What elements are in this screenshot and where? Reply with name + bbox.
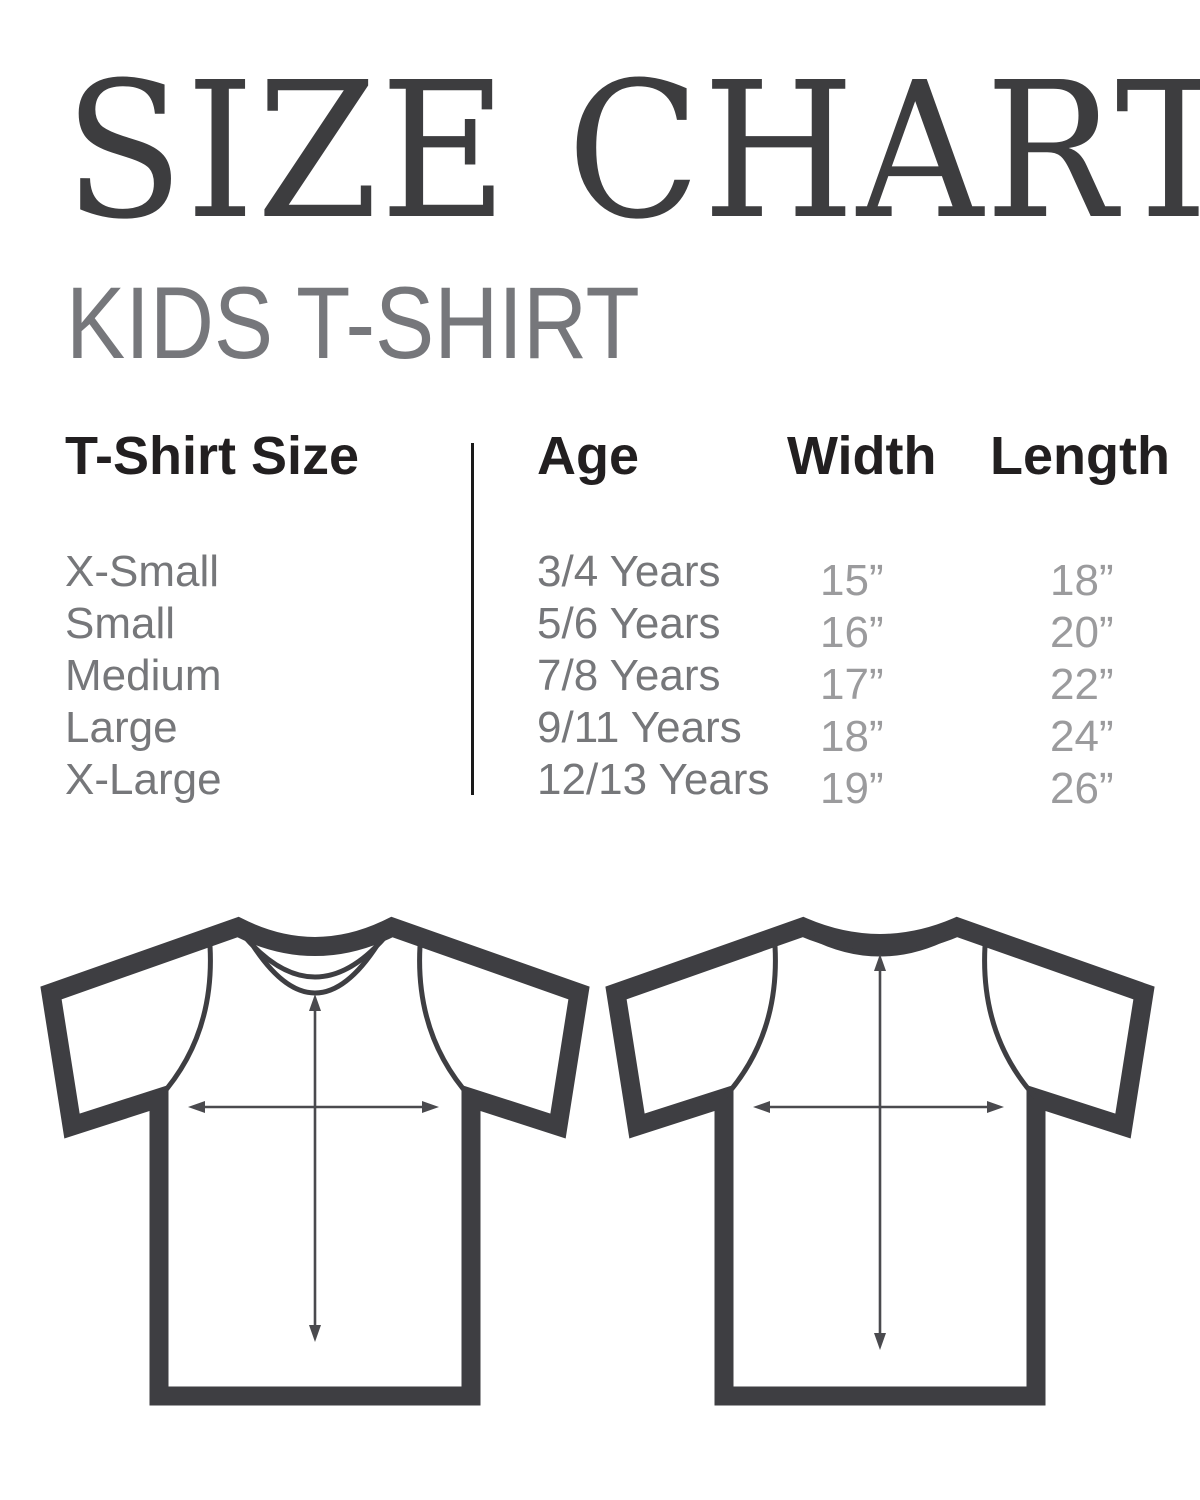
size-cell: X-Large bbox=[65, 755, 222, 804]
length-cell: 20” bbox=[1050, 608, 1114, 657]
length-cell: 24” bbox=[1050, 712, 1114, 761]
table-body: X-Small 3/4 Years 15” 18” Small 5/6 Year… bbox=[0, 546, 1200, 813]
age-cell: 7/8 Years bbox=[537, 651, 721, 700]
left-sleeve-seam bbox=[156, 943, 213, 1101]
table-divider-line bbox=[471, 443, 474, 795]
size-cell: Medium bbox=[65, 651, 222, 700]
length-arrow bbox=[309, 994, 321, 1342]
tshirt-back-icon bbox=[605, 916, 1155, 1406]
page-title: SIZE CHART bbox=[64, 42, 1200, 261]
age-cell: 5/6 Years bbox=[537, 599, 721, 648]
width-cell: 15” bbox=[820, 556, 884, 605]
table-row: X-Large 12/13 Years 19” 26” bbox=[0, 754, 1200, 813]
size-table: T-Shirt Size Age Width Length X-Small 3/… bbox=[0, 425, 1200, 813]
width-cell: 18” bbox=[820, 712, 884, 761]
page-subtitle: KIDS T-SHIRT bbox=[66, 266, 640, 380]
width-cell: 16” bbox=[820, 608, 884, 657]
size-cell: Large bbox=[65, 703, 178, 752]
size-cell: X-Small bbox=[65, 547, 220, 596]
age-cell: 12/13 Years bbox=[537, 755, 770, 804]
collar-band-inner-line bbox=[249, 941, 381, 996]
back-neck-seam bbox=[807, 933, 953, 957]
width-arrow bbox=[753, 1101, 1004, 1113]
age-cell: 3/4 Years bbox=[537, 547, 721, 596]
column-header-length: Length bbox=[990, 426, 1170, 486]
age-cell: 9/11 Years bbox=[537, 703, 742, 752]
column-header-width: Width bbox=[787, 426, 937, 486]
column-header-size: T-Shirt Size bbox=[65, 426, 360, 486]
length-cell: 18” bbox=[1050, 556, 1114, 605]
size-cell: Small bbox=[65, 599, 176, 648]
width-arrow bbox=[188, 1101, 439, 1113]
table-header-row: T-Shirt Size Age Width Length bbox=[0, 425, 1200, 487]
table-row: X-Small 3/4 Years 15” 18” bbox=[0, 546, 1200, 605]
table-row: Medium 7/8 Years 17” 22” bbox=[0, 650, 1200, 709]
length-arrow bbox=[874, 954, 886, 1350]
width-cell: 19” bbox=[820, 764, 884, 813]
right-sleeve-seam bbox=[982, 943, 1039, 1101]
right-sleeve-seam bbox=[417, 943, 474, 1101]
tshirt-diagrams bbox=[0, 886, 1200, 1426]
table-row: Small 5/6 Years 16” 20” bbox=[0, 598, 1200, 657]
table-row: Large 9/11 Years 18” 24” bbox=[0, 702, 1200, 761]
column-header-age: Age bbox=[537, 426, 640, 486]
tshirt-front-icon bbox=[40, 916, 590, 1406]
width-cell: 17” bbox=[820, 660, 884, 709]
length-cell: 22” bbox=[1050, 660, 1114, 709]
left-sleeve-seam bbox=[721, 943, 778, 1101]
length-cell: 26” bbox=[1050, 764, 1114, 813]
